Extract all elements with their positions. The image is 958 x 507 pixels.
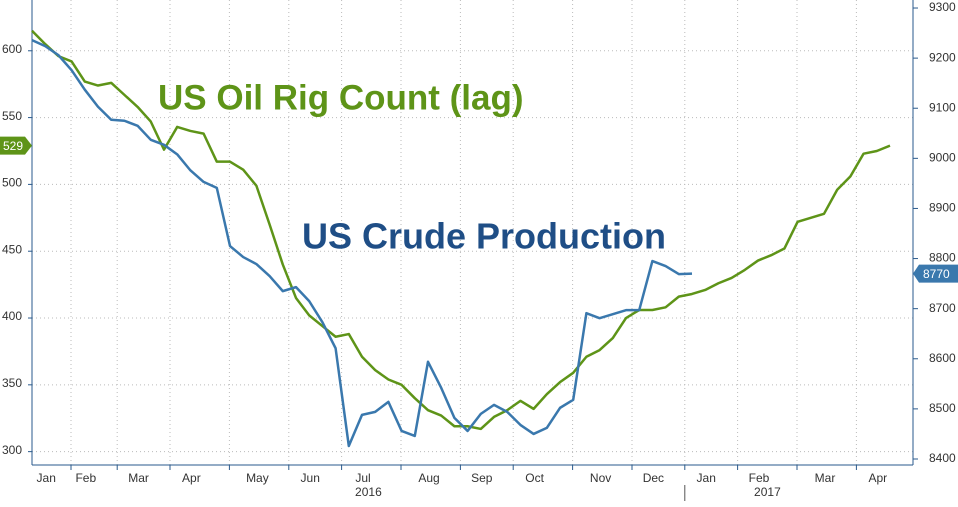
x-tick-label: Apr bbox=[182, 471, 201, 485]
y2-tick-label: 8900 bbox=[929, 201, 956, 215]
y-tick-label: 500 bbox=[2, 176, 22, 190]
x-tick-label: Mar bbox=[128, 471, 149, 485]
y2-tick-label: 9000 bbox=[929, 151, 956, 165]
y-tick-label: 350 bbox=[2, 376, 22, 390]
last-value-box bbox=[0, 136, 32, 155]
x-tick-label: Dec bbox=[643, 471, 664, 485]
legend-entry: US Crude Production bbox=[302, 216, 666, 257]
y-tick-label: 550 bbox=[2, 109, 22, 123]
x-tick-label: Jul bbox=[355, 471, 370, 485]
last-value-box bbox=[913, 264, 958, 283]
series-line bbox=[31, 38, 693, 448]
x-tick-label: Sep bbox=[471, 471, 493, 485]
y2-tick-label: 8700 bbox=[929, 301, 956, 315]
y2-tick-label: 9200 bbox=[929, 50, 956, 64]
year-label: 2016 bbox=[355, 485, 382, 499]
x-tick-label: May bbox=[246, 471, 269, 485]
y2-tick-label: 9100 bbox=[929, 100, 956, 114]
y-tick-label: 300 bbox=[2, 443, 22, 457]
y2-tick-label: 8600 bbox=[929, 351, 956, 365]
y-tick-label: 600 bbox=[2, 42, 22, 56]
y2-tick-label: 8500 bbox=[929, 401, 956, 415]
year-label: 2017 bbox=[754, 485, 781, 499]
y-tick-label: 450 bbox=[2, 242, 22, 256]
x-tick-label: Jan bbox=[697, 471, 716, 485]
x-tick-label: Apr bbox=[868, 471, 887, 485]
x-tick-label: Aug bbox=[418, 471, 439, 485]
x-tick-label: Oct bbox=[525, 471, 544, 485]
x-tick-label: Feb bbox=[749, 471, 770, 485]
x-tick-label: Nov bbox=[590, 471, 611, 485]
series-line bbox=[31, 29, 891, 431]
x-tick-label: Jan bbox=[37, 471, 56, 485]
x-tick-label: Feb bbox=[75, 471, 96, 485]
y2-tick-label: 9300 bbox=[929, 0, 956, 14]
x-tick-label: Jun bbox=[301, 471, 320, 485]
last-value-label: 529 bbox=[3, 139, 23, 153]
legend-entry: US Oil Rig Count (lag) bbox=[158, 78, 524, 117]
y2-tick-label: 8400 bbox=[929, 451, 956, 465]
y2-tick-label: 8800 bbox=[929, 251, 956, 265]
y-tick-label: 400 bbox=[2, 309, 22, 323]
x-tick-label: Mar bbox=[815, 471, 836, 485]
last-value-label: 8770 bbox=[923, 267, 950, 281]
